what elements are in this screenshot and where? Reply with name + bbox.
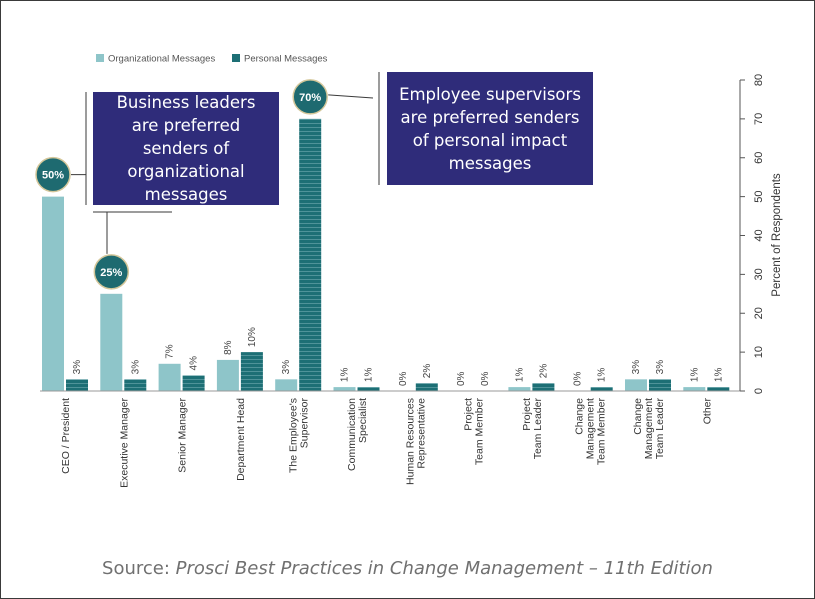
bar-personal-other (707, 387, 730, 391)
y-tick-label: 60 (753, 152, 765, 164)
bar-org-communication-specialist (333, 387, 356, 391)
x-tick-label: Management (585, 398, 597, 459)
data-label-personal-change-management-team-member: 1% (597, 368, 608, 383)
data-label-personal-other: 1% (713, 368, 724, 383)
x-tick-label: Management (643, 398, 655, 459)
bar-org-executive-manager (100, 293, 123, 391)
data-label-personal-human-resources-representative: 2% (422, 364, 433, 379)
source-prefix: Source: (102, 558, 176, 579)
bar-personal-the-employee-s-supervisor (299, 118, 322, 391)
bar-personal-department-head (240, 352, 263, 391)
data-label-org-communication-specialist: 1% (340, 368, 351, 383)
data-label-org-department-head: 8% (223, 340, 234, 355)
data-label-org-senior-manager: 7% (165, 344, 176, 359)
x-tick-label: Team Member (596, 398, 608, 466)
data-label-org-change-management-team-leader: 3% (631, 360, 642, 375)
x-tick-label: Specialist (357, 398, 369, 443)
badge-circle-ceo-president (35, 156, 71, 193)
y-tick-label: 50 (753, 191, 765, 203)
data-label-personal-project-team-member: 0% (480, 371, 491, 386)
bar-personal-senior-manager (182, 375, 205, 391)
x-tick-label: Other (701, 398, 713, 425)
x-tick-label: Team Leader (654, 398, 666, 460)
bar-personal-communication-specialist (357, 387, 380, 391)
bar-personal-change-management-team-member (590, 387, 613, 391)
x-tick-label: Department Head (235, 398, 247, 481)
source-caption: Source: Prosci Best Practices in Change … (0, 558, 815, 579)
x-tick-label: Change (632, 398, 644, 435)
badge-circle-the-employee-s-supervisor (292, 79, 328, 115)
bars (42, 118, 730, 391)
y-axis: 0 10 20 30 40 50 60 70 80 Percent of Respondents (40, 74, 783, 394)
data-label-org-change-management-team-member: 0% (573, 371, 584, 386)
data-label-personal-department-head: 10% (247, 327, 258, 347)
x-tick-label: Senior Manager (177, 398, 189, 473)
y-tick-label: 70 (753, 113, 765, 125)
bar-personal-human-resources-representative (415, 383, 438, 391)
bar-personal-project-team-leader (532, 383, 555, 391)
legend-swatch-organizational (96, 54, 104, 62)
x-tick-label: Human Resources (404, 398, 416, 485)
x-tick-label: Executive Manager (118, 398, 130, 488)
y-tick-label: 40 (753, 229, 765, 241)
data-label-org-human-resources-representative: 0% (398, 371, 409, 386)
bar-personal-change-management-team-leader (649, 379, 671, 391)
bar-org-department-head (216, 359, 239, 391)
callout-business-leaders: Business leaders are preferred senders o… (93, 92, 279, 205)
legend-label-organizational: Organizational Messages (108, 54, 215, 65)
data-labels: 3% 3% 7% 4% 8% 10% 3% 1% 1% 0% 2% 0% 0% 1% 2% 0% 1% 3% 3% 1… (72, 327, 724, 386)
y-tick-label: 80 (753, 74, 765, 86)
source-title: Prosci Best Practices in Change Manageme… (175, 558, 713, 579)
legend-label-personal: Personal Messages (244, 54, 328, 65)
bar-org-project-team-leader (508, 387, 531, 391)
bar-personal-ceo-president (66, 379, 88, 391)
x-tick-label: Change (574, 398, 586, 435)
data-label-org-project-team-leader: 1% (514, 368, 525, 383)
y-tick-label: 10 (753, 346, 765, 358)
bar-org-change-management-team-leader (625, 379, 647, 391)
data-label-personal-change-management-team-leader: 3% (655, 360, 666, 375)
x-tick-label: The Employee's (288, 398, 300, 473)
data-label-org-the-employee-s-supervisor: 3% (281, 360, 292, 375)
y-tick-label: 20 (753, 307, 765, 319)
data-label-org-other: 1% (689, 368, 700, 383)
y-axis-title: Percent of Respondents (771, 173, 783, 297)
x-tick-label: Team Member (474, 398, 486, 466)
data-label-personal-ceo-president: 3% (72, 360, 83, 375)
badge-label-the-employee-s-supervisor: 70% (299, 92, 321, 104)
bar-org-other (683, 387, 706, 391)
bar-org-the-employee-s-supervisor (275, 379, 298, 391)
legend-swatch-personal (232, 54, 240, 62)
x-tick-label: Project (521, 398, 533, 431)
data-label-personal-executive-manager: 3% (130, 360, 141, 375)
bar-org-senior-manager (158, 363, 181, 391)
legend: Organizational Messages Personal Message… (96, 54, 328, 65)
x-tick-label: Communication (346, 398, 358, 471)
connector-70 (328, 94, 374, 99)
callout-employee-supervisors: Employee supervisors are preferred sende… (387, 72, 593, 185)
x-tick-label: CEO / President (60, 398, 72, 474)
x-axis-labels: CEO / President Executive Manager Senior M… (60, 398, 713, 488)
badge-label-executive-manager: 25% (100, 267, 122, 279)
data-label-personal-communication-specialist: 1% (364, 368, 375, 383)
y-tick-label: 0 (753, 388, 765, 394)
x-tick-label: Project (463, 398, 475, 431)
data-label-personal-senior-manager: 4% (189, 356, 200, 371)
x-tick-label: Supervisor (299, 398, 311, 449)
x-tick-label: Team Leader (532, 398, 544, 460)
badge-circle-executive-manager (93, 254, 130, 290)
bar-personal-executive-manager (124, 379, 147, 391)
bar-org-ceo-president (42, 196, 64, 391)
data-label-personal-project-team-leader: 2% (538, 364, 549, 379)
badge-label-ceo-president: 50% (42, 170, 64, 182)
data-label-org-project-team-member: 0% (456, 371, 467, 386)
callout-connectors (71, 72, 380, 254)
x-tick-label: Representative (415, 398, 427, 469)
highlight-badges: 50% 25% 70% (35, 79, 328, 290)
y-tick-label: 30 (753, 268, 765, 280)
